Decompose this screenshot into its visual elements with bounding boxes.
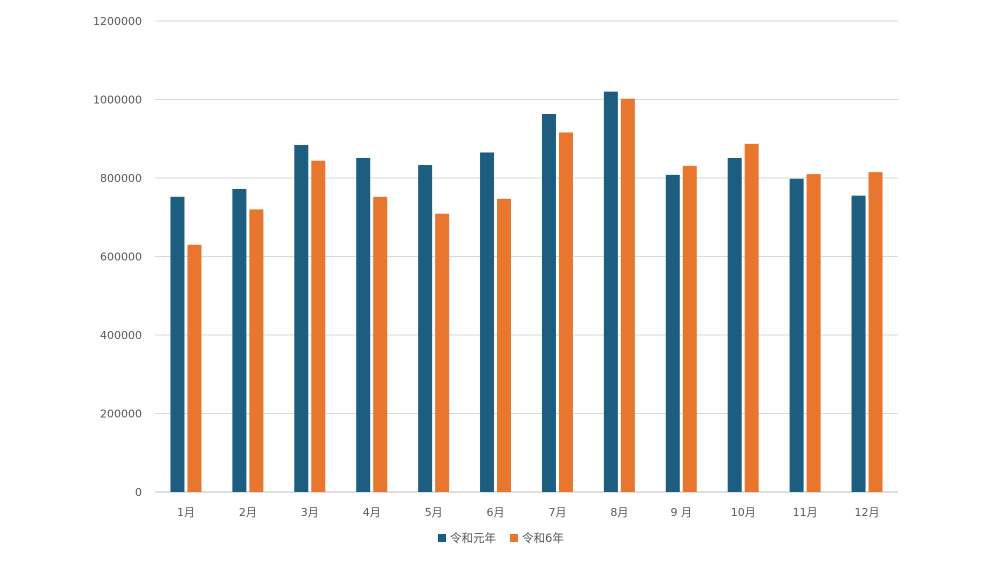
legend-item-1: 令和元年 [438,531,496,545]
y-tick-label: 1000000 [93,94,142,107]
x-tick-label: 2月 [239,506,257,519]
legend-label: 令和元年 [450,531,496,545]
x-tick-label: 4月 [363,506,381,519]
legend-swatch [510,534,518,542]
bar-1-7 [541,114,556,493]
bar-2-8 [620,98,635,492]
x-axis-ticks: 1月 2月 3月 4月 5月 6月 7月 8月 9 月 10月 11月 12月 [177,506,880,519]
x-tick-label: 8月 [610,506,628,519]
bar-1-1 [170,196,185,492]
bar-2-7 [558,132,573,492]
bar-2-3 [311,160,326,493]
legend-item-2: 令和6年 [510,531,564,545]
bar-2-5 [435,213,450,492]
bar-2-2 [249,209,264,492]
y-tick-label: 600000 [100,251,142,264]
bar-1-4 [356,157,371,493]
y-axis-ticks: 0 200000 400000 600000 800000 1000000 1200000 [93,15,142,499]
x-tick-label: 7月 [548,506,566,519]
series-2 [187,98,883,493]
x-tick-label: 3月 [301,506,319,519]
bar-2-10 [744,143,759,493]
y-tick-label: 0 [135,486,142,499]
legend: 令和元年 令和6年 [438,531,564,545]
y-tick-label: 200000 [100,408,142,421]
y-tick-label: 800000 [100,172,142,185]
bar-1-5 [418,165,433,493]
bar-1-6 [480,152,495,493]
x-tick-label: 6月 [487,506,505,519]
bar-2-11 [806,174,821,492]
bar-1-8 [603,91,618,493]
bar-1-11 [789,178,804,492]
bar-2-12 [868,172,883,493]
bar-1-12 [851,195,866,492]
bar-1-3 [294,145,309,492]
legend-swatch [438,534,446,542]
gridlines [155,20,898,493]
x-tick-label: 5月 [425,506,443,519]
y-tick-label: 1200000 [93,15,142,28]
x-tick-label: 12月 [855,506,880,519]
x-tick-label: 10月 [731,506,756,519]
bar-2-1 [187,244,202,492]
bar-1-2 [232,188,247,493]
bar-2-4 [373,196,388,492]
legend-label: 令和6年 [522,531,564,545]
x-tick-label: 1月 [177,506,195,519]
bars [170,91,883,493]
bar-2-6 [497,198,512,493]
series-1 [170,91,866,493]
bar-2-9 [682,165,697,492]
x-tick-label: 9 月 [671,506,693,519]
x-tick-label: 11月 [793,506,818,519]
bar-1-9 [665,174,680,493]
bar-1-10 [727,157,742,493]
y-tick-label: 400000 [100,329,142,342]
